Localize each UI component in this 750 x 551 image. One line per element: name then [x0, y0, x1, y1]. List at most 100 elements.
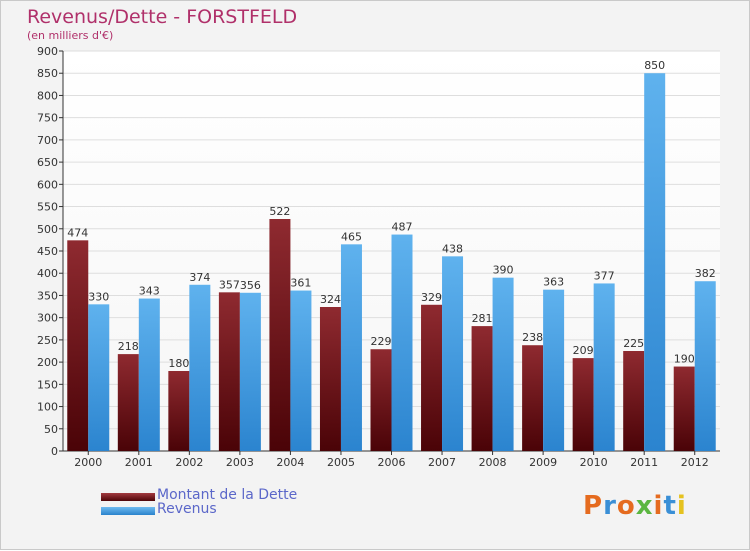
bar-revenus: [340, 244, 362, 451]
logo-letter: i: [676, 491, 687, 521]
bar-revenus: [543, 289, 565, 451]
bar-revenus: [644, 73, 666, 451]
bar-dette: [319, 307, 341, 451]
y-tick-label: 600: [37, 178, 58, 191]
logo-letter: o: [616, 491, 636, 521]
y-tick-label: 250: [37, 334, 58, 347]
data-label-revenus: 343: [139, 285, 160, 298]
bar-dette: [572, 358, 594, 451]
x-tick-label: 2007: [428, 456, 456, 469]
y-tick-label: 750: [37, 112, 58, 125]
data-label-revenus: 487: [392, 221, 413, 234]
data-label-revenus: 850: [644, 59, 665, 72]
x-tick-label: 2003: [226, 456, 254, 469]
legend-swatch-dette: [101, 493, 155, 501]
bar-dette: [218, 292, 240, 451]
y-tick-label: 150: [37, 378, 58, 391]
data-label-dette: 218: [118, 340, 139, 353]
legend-label-revenus: Revenus: [157, 501, 217, 517]
data-label-revenus: 363: [543, 276, 564, 289]
bar-revenus: [138, 298, 160, 451]
data-label-dette: 238: [522, 331, 543, 344]
legend-swatch-revenus: [101, 507, 155, 515]
y-tick-label: 650: [37, 156, 58, 169]
y-tick-label: 200: [37, 356, 58, 369]
x-tick-label: 2010: [580, 456, 608, 469]
data-label-revenus: 377: [594, 269, 615, 282]
data-label-dette: 474: [67, 226, 88, 239]
y-tick-label: 350: [37, 289, 58, 302]
x-tick-label: 2004: [276, 456, 304, 469]
chart-subtitle: (en milliers d'€): [27, 29, 114, 42]
legend-label-dette: Montant de la Dette: [157, 487, 298, 503]
x-tick-label: 2000: [74, 456, 102, 469]
data-label-dette: 190: [674, 353, 695, 366]
bar-dette: [673, 366, 695, 451]
data-label-revenus: 361: [290, 277, 311, 290]
data-label-dette: 209: [573, 344, 594, 357]
bar-dette: [522, 345, 544, 451]
y-tick-label: 700: [37, 134, 58, 147]
bar-dette: [117, 354, 139, 451]
y-tick-label: 450: [37, 245, 58, 258]
data-label-revenus: 356: [240, 279, 261, 292]
data-label-revenus: 390: [493, 264, 514, 277]
bar-dette: [421, 304, 443, 451]
bar-revenus: [391, 234, 413, 451]
logo-letter: r: [603, 491, 617, 521]
data-label-revenus: 374: [189, 271, 210, 284]
bar-revenus: [189, 284, 211, 451]
bar-revenus: [694, 281, 716, 451]
y-tick-label: 400: [37, 267, 58, 280]
data-label-dette: 522: [269, 205, 290, 218]
bar-revenus: [88, 304, 110, 451]
bar-revenus: [442, 256, 464, 451]
data-label-revenus: 465: [341, 230, 362, 243]
bar-dette: [67, 240, 89, 451]
x-tick-label: 2005: [327, 456, 355, 469]
x-tick-label: 2009: [529, 456, 557, 469]
bar-dette: [623, 351, 645, 451]
y-tick-label: 100: [37, 401, 58, 414]
bar-revenus: [492, 277, 514, 451]
x-tick-label: 2012: [681, 456, 709, 469]
chart-title: Revenus/Dette - FORSTFELD: [27, 6, 298, 28]
data-label-dette: 225: [623, 337, 644, 350]
y-tick-label: 300: [37, 312, 58, 325]
y-tick-label: 0: [51, 445, 58, 458]
data-label-dette: 229: [371, 335, 392, 348]
data-label-dette: 281: [472, 312, 493, 325]
x-tick-label: 2001: [125, 456, 153, 469]
bar-revenus: [239, 292, 261, 451]
data-label-revenus: 330: [88, 290, 109, 303]
proxiti-logo: Proxiti: [583, 491, 687, 521]
x-tick-label: 2002: [175, 456, 203, 469]
data-label-revenus: 438: [442, 242, 463, 255]
y-tick-label: 500: [37, 223, 58, 236]
data-label-dette: 357: [219, 278, 240, 291]
logo-letter: x: [635, 491, 654, 521]
y-tick-label: 50: [44, 423, 58, 436]
bar-revenus: [290, 290, 312, 451]
bar-dette: [168, 371, 190, 451]
data-label-dette: 180: [168, 357, 189, 370]
x-tick-label: 2008: [479, 456, 507, 469]
data-label-revenus: 382: [695, 267, 716, 280]
logo-letter: P: [583, 491, 604, 521]
data-label-dette: 324: [320, 293, 341, 306]
data-label-dette: 329: [421, 291, 442, 304]
y-tick-label: 850: [37, 67, 58, 80]
logo-letter: i: [653, 491, 664, 521]
y-tick-label: 550: [37, 201, 58, 214]
bar-revenus: [593, 283, 615, 451]
y-tick-label: 800: [37, 89, 58, 102]
x-tick-label: 2011: [630, 456, 658, 469]
bar-dette: [370, 349, 392, 451]
logo-letter: t: [663, 491, 677, 521]
bar-dette: [471, 326, 493, 451]
bar-dette: [269, 219, 291, 451]
x-tick-label: 2006: [378, 456, 406, 469]
y-tick-label: 900: [37, 45, 58, 58]
